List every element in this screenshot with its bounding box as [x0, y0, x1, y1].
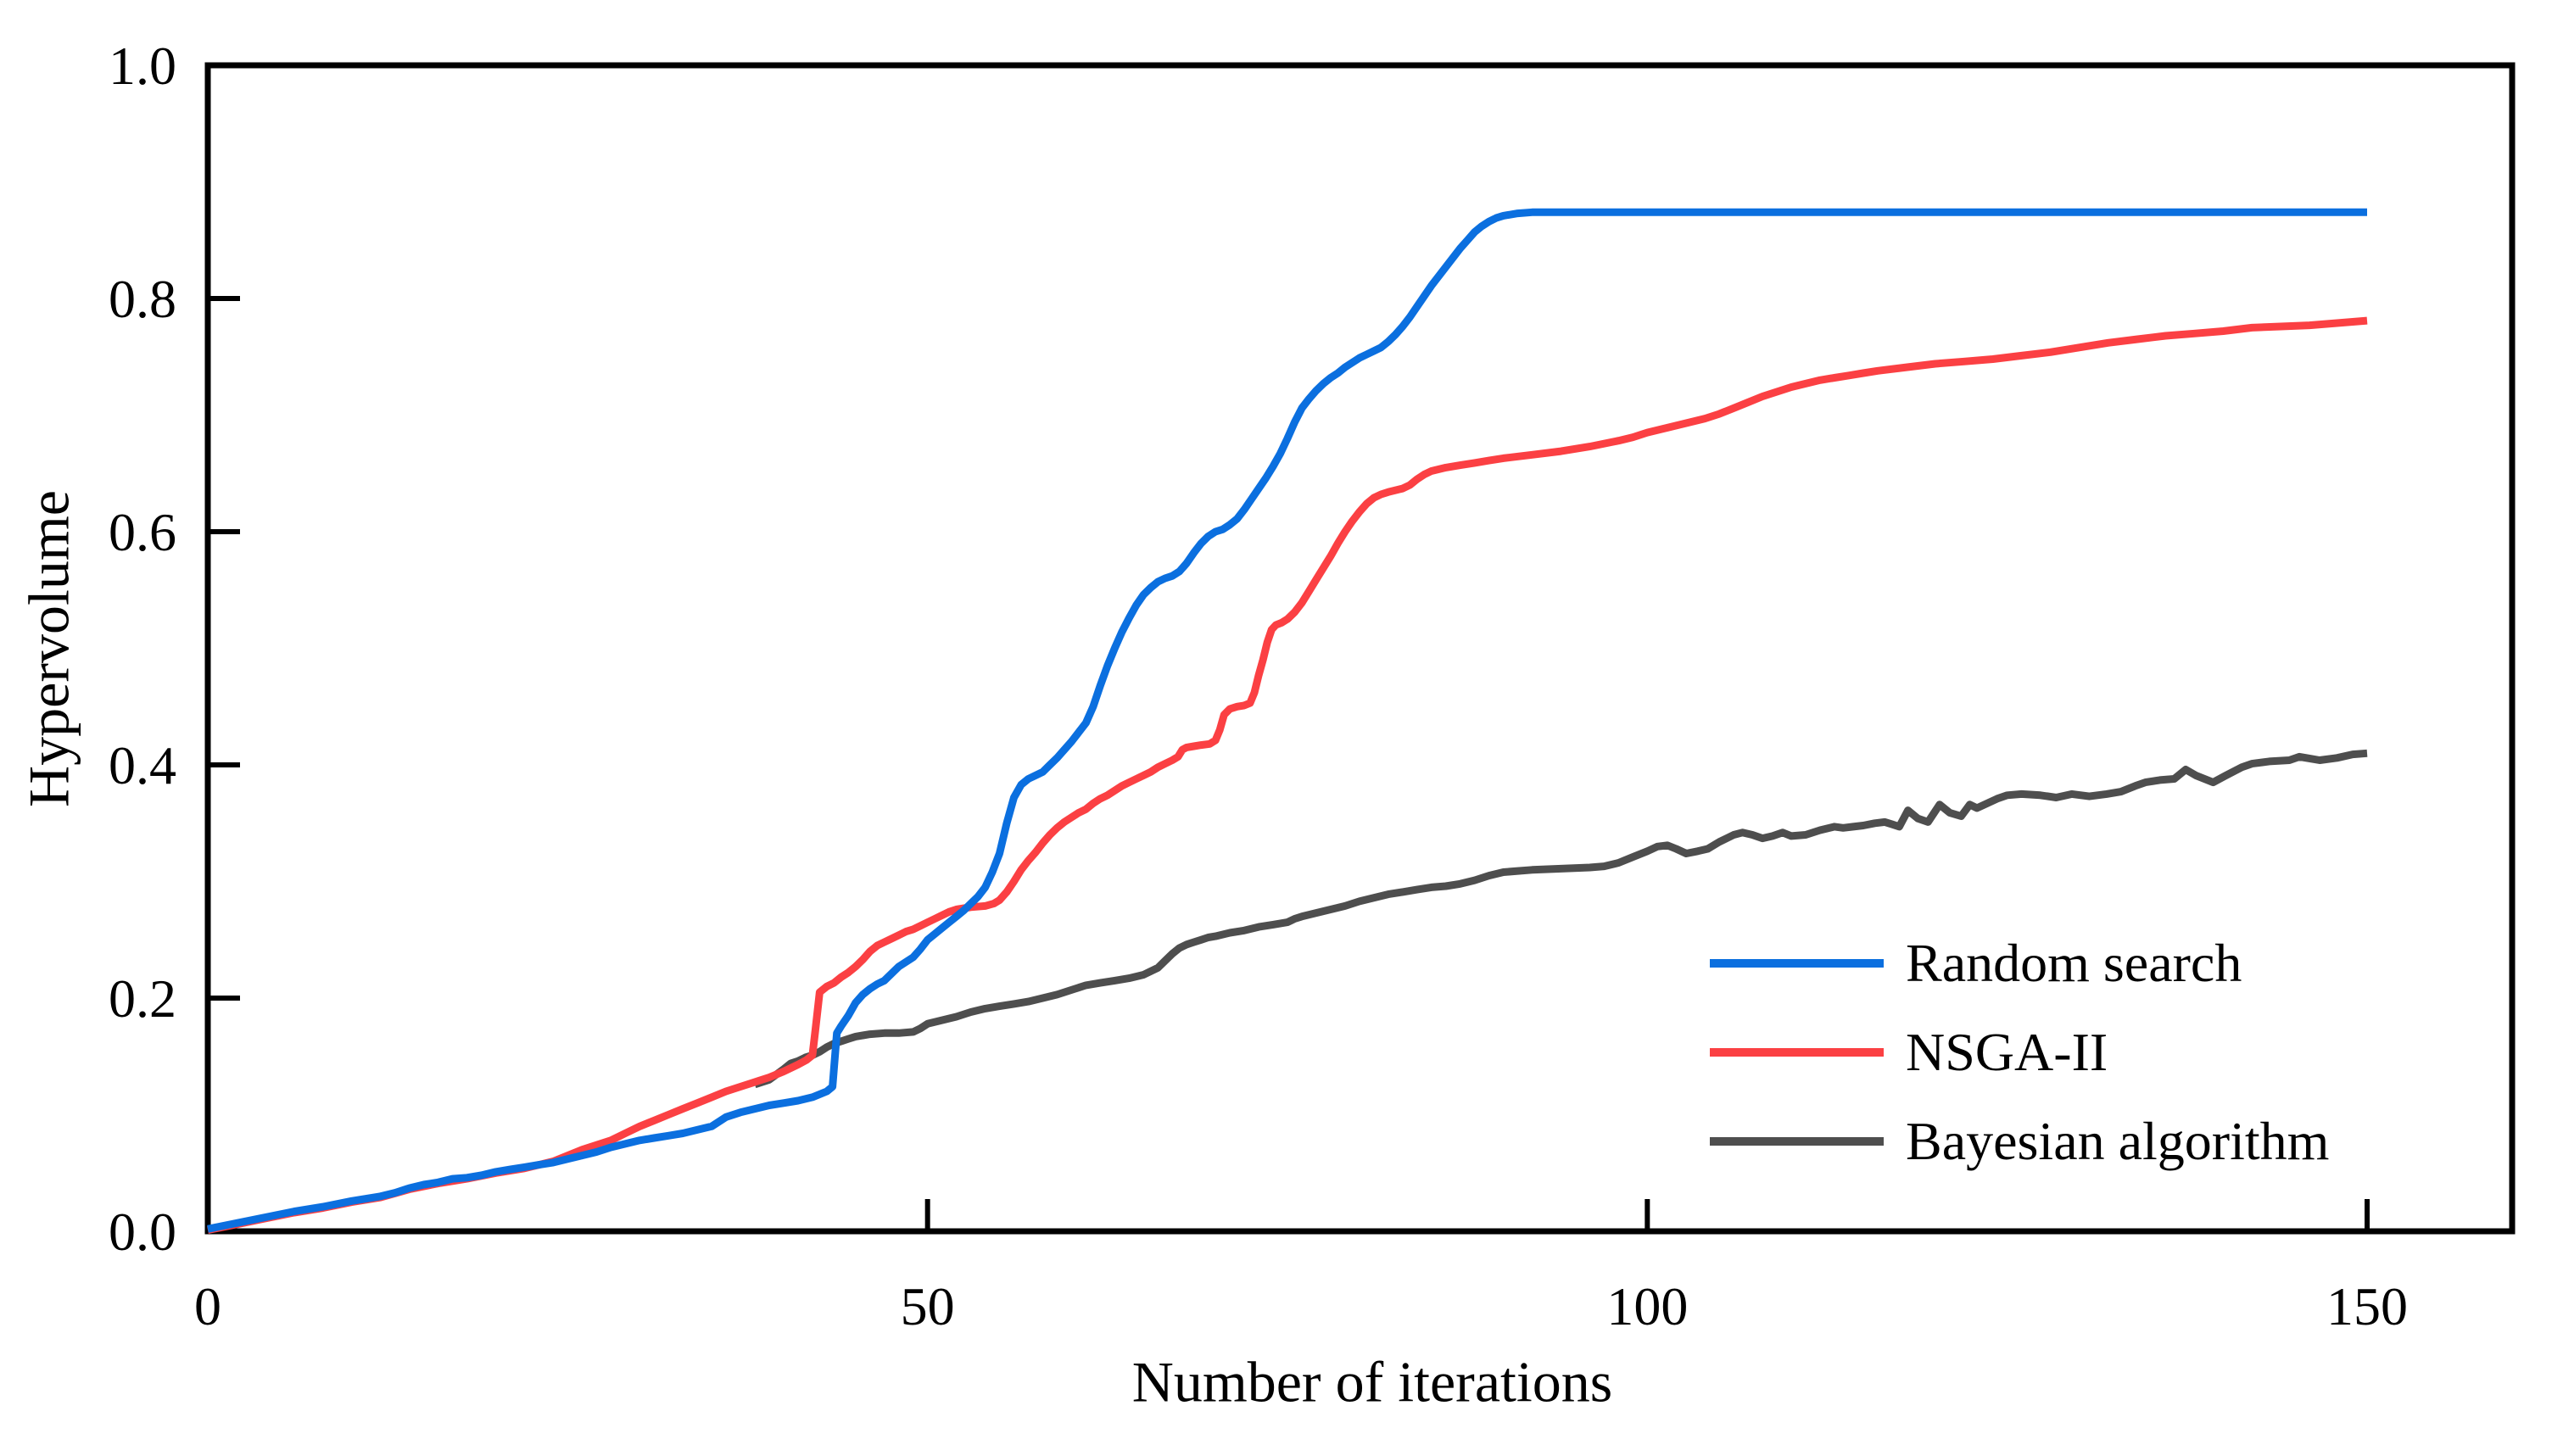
- x-tick-label-50: 50: [901, 1276, 955, 1336]
- x-axis-title: Number of iterations: [1131, 1349, 1613, 1414]
- legend-item-random-search: Random search: [1710, 918, 2329, 1007]
- legend-label-random-search: Random search: [1906, 932, 2242, 993]
- legend-label-nsga-ii: NSGA-II: [1906, 1021, 2108, 1082]
- legend-label-bayesian-algorithm: Bayesian algorithm: [1906, 1110, 2330, 1171]
- series-line-random-search: [207, 208, 2367, 1233]
- legend-line-nsga-ii: [1710, 1047, 1884, 1057]
- x-tick-label-150: 150: [2326, 1276, 2408, 1336]
- y-axis-title: Hypervolume: [16, 490, 81, 807]
- legend-item-bayesian-algorithm: Bayesian algorithm: [1710, 1096, 2329, 1185]
- x-tick-label-100: 100: [1606, 1276, 1688, 1336]
- plot-frame: [204, 62, 2516, 1235]
- legend-line-random-search: [1710, 958, 1884, 968]
- series-line-bayesian-algorithm: [753, 749, 2368, 1089]
- y-tick-label-0.4: 0.4: [109, 735, 176, 795]
- legend-item-nsga-ii: NSGA-II: [1710, 1007, 2329, 1096]
- y-tick-label-0.8: 0.8: [109, 269, 176, 329]
- series-line-nsga-ii: [207, 316, 2368, 1235]
- y-tick-label-0.0: 0.0: [109, 1202, 176, 1262]
- legend-line-bayesian-algorithm: [1710, 1136, 1884, 1146]
- legend: Random search NSGA-II Bayesian algorithm: [1710, 918, 2329, 1185]
- y-tick-label-1.0: 1.0: [109, 36, 176, 96]
- y-tick-label-0.2: 0.2: [109, 968, 176, 1029]
- x-tick-label-0: 0: [194, 1276, 221, 1336]
- y-tick-label-0.6: 0.6: [109, 502, 176, 562]
